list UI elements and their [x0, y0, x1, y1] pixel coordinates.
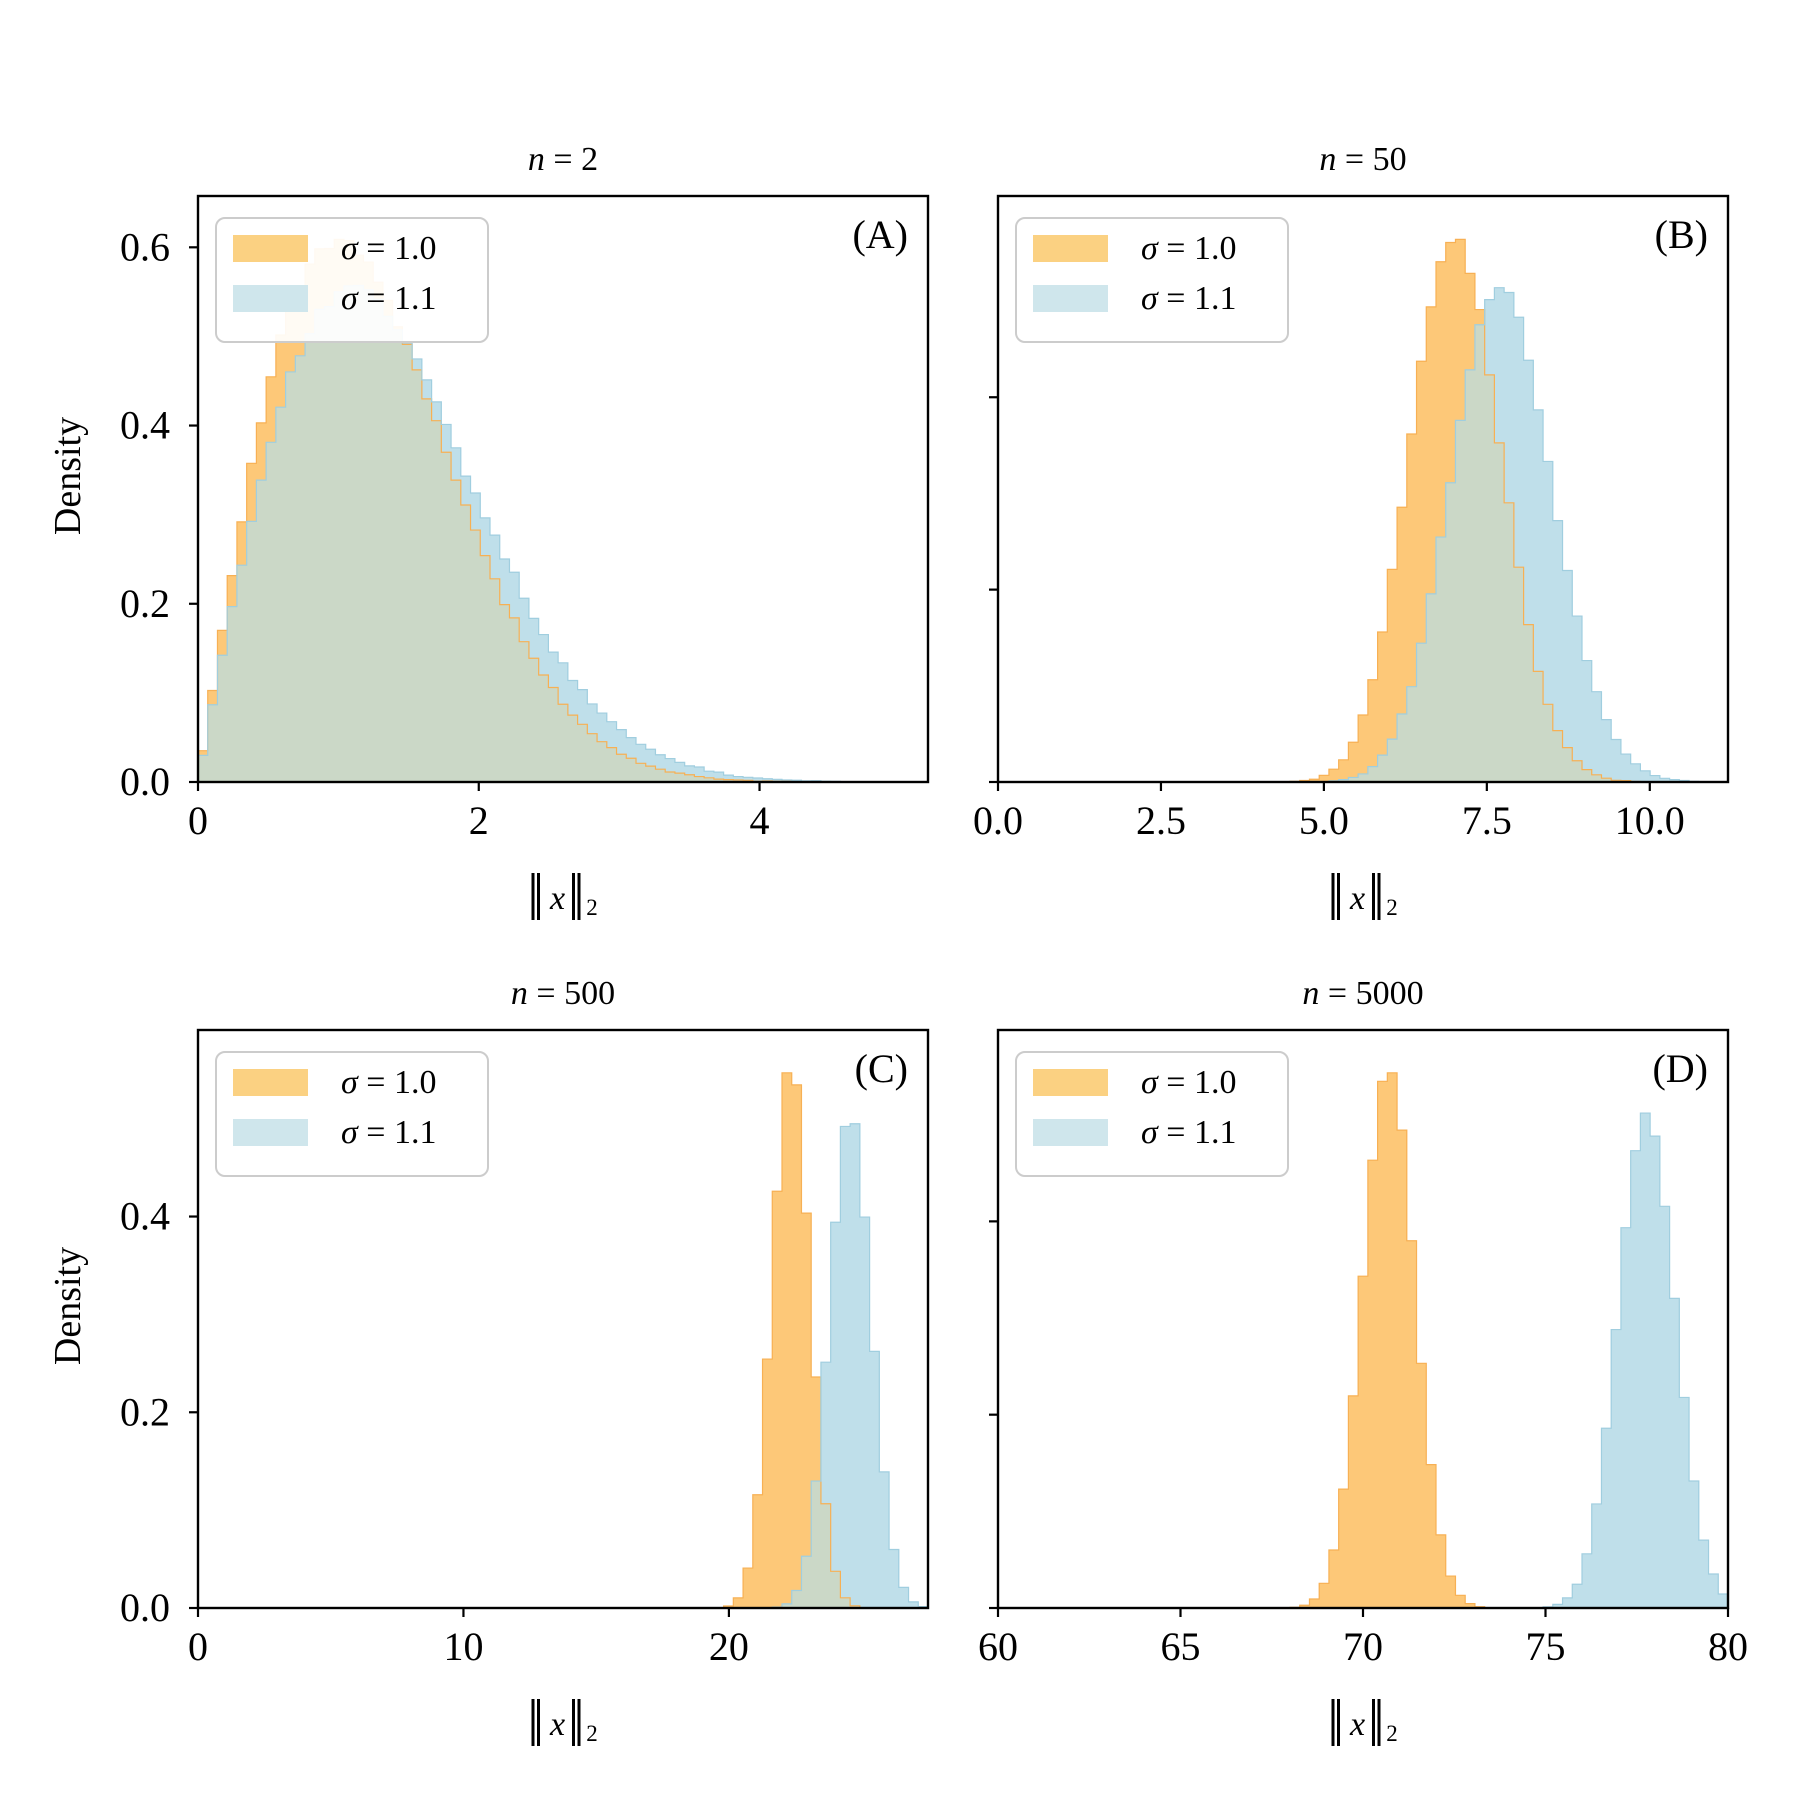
- svg-text:5.0: 5.0: [1299, 798, 1349, 843]
- svg-text:σ = 1.0: σ = 1.0: [1141, 230, 1236, 267]
- svg-text:Density: Density: [47, 417, 89, 535]
- svg-text:80: 80: [1708, 1624, 1748, 1669]
- svg-text:0.0: 0.0: [973, 798, 1023, 843]
- svg-text:0.4: 0.4: [120, 1194, 170, 1239]
- svg-text:0.2: 0.2: [120, 1389, 170, 1434]
- svg-text:σ = 1.0: σ = 1.0: [1141, 1064, 1236, 1101]
- svg-text:0.0: 0.0: [120, 1585, 170, 1630]
- svg-text:(A): (A): [852, 212, 908, 257]
- svg-text:2.5: 2.5: [1136, 798, 1186, 843]
- svg-text:n = 50: n = 50: [1319, 141, 1406, 178]
- svg-text:20: 20: [709, 1624, 749, 1669]
- svg-text:75: 75: [1526, 1624, 1566, 1669]
- svg-text:n = 2: n = 2: [528, 141, 598, 178]
- svg-text:0.2: 0.2: [120, 581, 170, 626]
- svg-text:(D): (D): [1652, 1046, 1708, 1091]
- svg-text:65: 65: [1161, 1624, 1201, 1669]
- svg-text:x: x: [1349, 1706, 1365, 1743]
- svg-text:0.0: 0.0: [120, 759, 170, 804]
- svg-text:2: 2: [1386, 1721, 1398, 1746]
- svg-text:σ = 1.0: σ = 1.0: [341, 230, 436, 267]
- svg-text:(C): (C): [855, 1046, 908, 1091]
- svg-text:(B): (B): [1655, 212, 1708, 257]
- svg-text:60: 60: [978, 1624, 1018, 1669]
- svg-text:Density: Density: [47, 1247, 89, 1365]
- svg-text:x: x: [1349, 880, 1365, 917]
- svg-text:10.0: 10.0: [1615, 798, 1685, 843]
- svg-text:2: 2: [1386, 895, 1398, 920]
- svg-text:70: 70: [1343, 1624, 1383, 1669]
- svg-text:x: x: [549, 1706, 565, 1743]
- svg-text:x: x: [549, 880, 565, 917]
- svg-text:σ = 1.1: σ = 1.1: [1141, 280, 1236, 317]
- svg-text:2: 2: [469, 798, 489, 843]
- svg-text:2: 2: [586, 895, 598, 920]
- svg-text:σ = 1.1: σ = 1.1: [341, 1114, 436, 1151]
- svg-text:σ = 1.1: σ = 1.1: [1141, 1114, 1236, 1151]
- svg-text:10: 10: [443, 1624, 483, 1669]
- svg-text:4: 4: [750, 798, 770, 843]
- svg-text:7.5: 7.5: [1462, 798, 1512, 843]
- svg-text:n = 500: n = 500: [511, 975, 615, 1012]
- svg-text:σ = 1.0: σ = 1.0: [341, 1064, 436, 1101]
- svg-text:0: 0: [188, 798, 208, 843]
- svg-text:2: 2: [586, 1721, 598, 1746]
- svg-text:0.6: 0.6: [120, 224, 170, 269]
- svg-text:0.4: 0.4: [120, 403, 170, 448]
- svg-text:n = 5000: n = 5000: [1302, 975, 1423, 1012]
- svg-text:0: 0: [188, 1624, 208, 1669]
- svg-text:σ = 1.1: σ = 1.1: [341, 280, 436, 317]
